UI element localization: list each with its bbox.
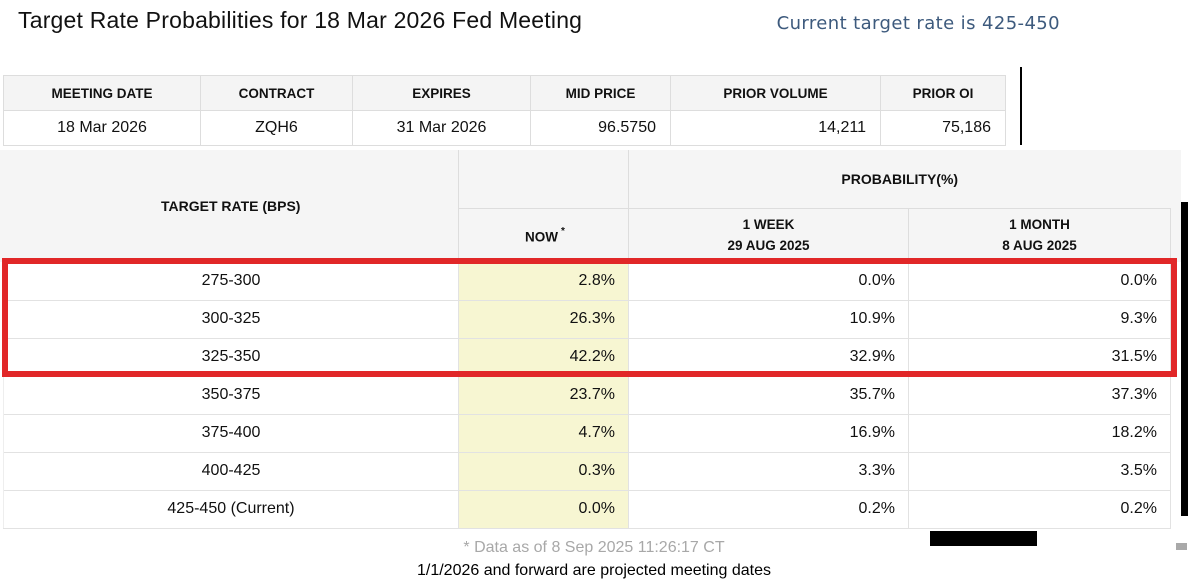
week-prob-cell: 0.2% bbox=[628, 489, 909, 529]
col-header-meeting-date: MEETING DATE bbox=[3, 75, 201, 111]
probability-pct-header: PROBABILITY(%) bbox=[628, 150, 1171, 209]
meeting-info-table: MEETING DATE CONTRACT EXPIRES MID PRICE … bbox=[3, 75, 1006, 146]
probability-row-400-425: 400-425 0.3% 3.3% 3.5% bbox=[3, 451, 1171, 490]
month-prob-cell: 37.3% bbox=[908, 375, 1171, 414]
now-prob-cell: 23.7% bbox=[458, 375, 629, 414]
probability-row-350-375: 350-375 23.7% 35.7% 37.3% bbox=[3, 375, 1171, 414]
col-header-prior-oi: PRIOR OI bbox=[880, 75, 1006, 111]
meeting-info-data-row: 18 Mar 2026 ZQH6 31 Mar 2026 96.5750 14,… bbox=[3, 110, 1006, 146]
col-header-expires: EXPIRES bbox=[352, 75, 531, 111]
target-rate-bps-header: TARGET RATE (BPS) bbox=[3, 150, 459, 262]
text-cursor-line bbox=[1020, 67, 1022, 145]
col-header-prior-volume: PRIOR VOLUME bbox=[670, 75, 881, 111]
month-prob-cell: 0.2% bbox=[908, 489, 1171, 529]
redaction-box bbox=[930, 531, 1037, 546]
week-prob-cell: 35.7% bbox=[628, 375, 909, 414]
col-header-mid-price: MID PRICE bbox=[530, 75, 671, 111]
meeting-date-value: 18 Mar 2026 bbox=[3, 110, 201, 146]
probability-row-425-450-current: 425-450 (Current) 0.0% 0.2% 0.2% bbox=[3, 489, 1171, 529]
page-title: Target Rate Probabilities for 18 Mar 202… bbox=[18, 7, 583, 33]
probability-header-row-1: TARGET RATE (BPS) PROBABILITY(%) bbox=[3, 150, 1171, 262]
week-prob-cell: 10.9% bbox=[628, 299, 909, 338]
probability-table: TARGET RATE (BPS) PROBABILITY(%) NOW * 1 … bbox=[3, 150, 1171, 529]
probability-row-300-325: 300-325 26.3% 10.9% 9.3% bbox=[3, 299, 1171, 338]
week-prob-cell: 32.9% bbox=[628, 337, 909, 376]
probability-row-375-400: 375-400 4.7% 16.9% 18.2% bbox=[3, 413, 1171, 452]
footnote-asterisk: * bbox=[561, 225, 565, 237]
probability-row-275-300: 275-300 2.8% 0.0% 0.0% bbox=[3, 261, 1171, 300]
week-date: 29 AUG 2025 bbox=[727, 238, 810, 253]
target-rate-cell: 400-425 bbox=[3, 451, 459, 490]
expires-value: 31 Mar 2026 bbox=[352, 110, 531, 146]
probability-header-row-2: NOW * 1 WEEK 29 AUG 2025 1 MONTH 8 AUG 2025 bbox=[4, 208, 1171, 262]
col-header-contract: CONTRACT bbox=[200, 75, 353, 111]
now-prob-cell: 0.0% bbox=[458, 489, 629, 529]
target-rate-cell: 350-375 bbox=[3, 375, 459, 414]
target-rate-cell: 275-300 bbox=[3, 261, 459, 300]
probability-row-325-350: 325-350 42.2% 32.9% 31.5% bbox=[3, 337, 1171, 376]
month-prob-cell: 31.5% bbox=[908, 337, 1171, 376]
month-date: 8 AUG 2025 bbox=[1002, 238, 1077, 253]
week-prob-cell: 0.0% bbox=[628, 261, 909, 300]
target-rate-cell: 425-450 (Current) bbox=[3, 489, 459, 529]
scrollbar-end-mark bbox=[1176, 543, 1187, 550]
data-as-of-footnote: * Data as of 8 Sep 2025 11:26:17 CT bbox=[463, 539, 725, 556]
one-week-column-header: 1 WEEK 29 AUG 2025 bbox=[628, 208, 909, 262]
week-prob-cell: 16.9% bbox=[628, 413, 909, 452]
prior-oi-value: 75,186 bbox=[880, 110, 1006, 146]
month-prob-cell: 3.5% bbox=[908, 451, 1171, 490]
week-prob-cell: 3.3% bbox=[628, 451, 909, 490]
now-prob-cell: 42.2% bbox=[458, 337, 629, 376]
meeting-info-header-row: MEETING DATE CONTRACT EXPIRES MID PRICE … bbox=[3, 75, 1006, 111]
projected-dates-footnote: 1/1/2026 and forward are projected meeti… bbox=[416, 562, 771, 579]
target-rate-cell: 325-350 bbox=[3, 337, 459, 376]
empty-header-cell bbox=[458, 150, 629, 209]
vertical-scrollbar-thumb[interactable] bbox=[1181, 202, 1188, 516]
month-prob-cell: 18.2% bbox=[908, 413, 1171, 452]
now-prob-cell: 26.3% bbox=[458, 299, 629, 338]
month-prob-cell: 0.0% bbox=[908, 261, 1171, 300]
week-label: 1 WEEK bbox=[742, 217, 795, 232]
now-prob-cell: 4.7% bbox=[458, 413, 629, 452]
now-prob-cell: 2.8% bbox=[458, 261, 629, 300]
one-month-column-header: 1 MONTH 8 AUG 2025 bbox=[908, 208, 1171, 262]
target-rate-cell: 300-325 bbox=[3, 299, 459, 338]
now-column-header: NOW * bbox=[458, 208, 629, 262]
target-rate-cell: 375-400 bbox=[3, 413, 459, 452]
contract-value: ZQH6 bbox=[200, 110, 353, 146]
mid-price-value: 96.5750 bbox=[530, 110, 671, 146]
now-label: NOW bbox=[525, 229, 559, 245]
month-label: 1 MONTH bbox=[1009, 217, 1070, 232]
month-prob-cell: 9.3% bbox=[908, 299, 1171, 338]
current-target-rate-note: Current target rate is 425-450 bbox=[776, 13, 1060, 34]
prior-volume-value: 14,211 bbox=[670, 110, 881, 146]
now-prob-cell: 0.3% bbox=[458, 451, 629, 490]
